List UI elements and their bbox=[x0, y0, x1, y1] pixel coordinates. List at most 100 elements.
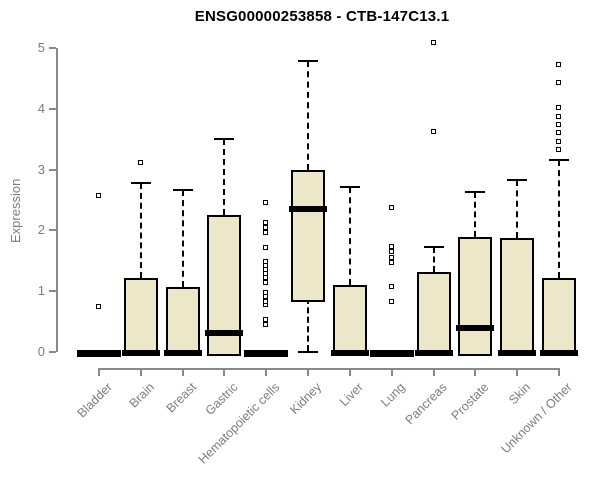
upper-whisker-6 bbox=[348, 187, 351, 286]
outlier-marker-0 bbox=[96, 304, 101, 309]
y-axis-tick-label: 2 bbox=[37, 222, 45, 238]
x-axis-tick-label-bladder: Bladder bbox=[74, 380, 115, 421]
outlier-marker-4 bbox=[263, 280, 269, 286]
upper-whisker-11 bbox=[558, 159, 561, 278]
outlier-marker-7 bbox=[388, 254, 394, 260]
outlier-marker-1 bbox=[137, 159, 143, 165]
y-axis-tick-label: 5 bbox=[37, 40, 45, 55]
outlier-marker-7 bbox=[388, 283, 394, 289]
median-line-3 bbox=[205, 329, 244, 336]
outlier-marker-4 bbox=[263, 229, 269, 235]
outlier-marker-11 bbox=[556, 80, 562, 86]
lower-whisker-cap-5 bbox=[298, 350, 319, 353]
median-line-1 bbox=[121, 350, 160, 356]
upper-whisker-cap-5 bbox=[298, 59, 319, 62]
x-axis-tick bbox=[474, 368, 477, 376]
outlier-marker-4 bbox=[263, 316, 269, 322]
upper-whisker-1 bbox=[139, 182, 142, 278]
x-axis-tick-label-lung: Lung bbox=[378, 380, 408, 410]
y-axis-tick bbox=[49, 229, 56, 232]
median-line-5 bbox=[289, 205, 328, 212]
outlier-marker-7 bbox=[388, 249, 394, 255]
outlier-marker-7 bbox=[388, 260, 394, 266]
x-axis-tick-label-kidney: Kidney bbox=[287, 380, 325, 417]
x-axis-tick-label-gastric: Gastric bbox=[202, 380, 241, 418]
x-axis-tick-label-pancreas: Pancreas bbox=[402, 380, 450, 428]
y-axis-tick bbox=[49, 47, 56, 49]
median-line-2 bbox=[163, 350, 202, 356]
y-axis-tick-label: 4 bbox=[37, 100, 45, 116]
outlier-marker-11 bbox=[556, 130, 562, 136]
x-axis-tick bbox=[390, 368, 393, 376]
outlier-marker-4 bbox=[263, 245, 269, 251]
upper-whisker-8 bbox=[432, 246, 435, 272]
outlier-marker-4 bbox=[263, 200, 269, 206]
x-axis-line bbox=[98, 368, 561, 370]
lower-whisker-5 bbox=[307, 297, 310, 351]
outlier-marker-4 bbox=[263, 275, 269, 281]
x-axis-tick bbox=[98, 368, 100, 376]
upper-whisker-cap-8 bbox=[423, 245, 444, 248]
outlier-marker-11 bbox=[556, 122, 562, 128]
box-8 bbox=[416, 271, 451, 356]
outlier-marker-4 bbox=[263, 298, 269, 304]
x-axis-tick-label-brain: Brain bbox=[126, 380, 157, 411]
x-axis-tick bbox=[348, 368, 351, 376]
y-axis-tick bbox=[49, 290, 56, 293]
upper-whisker-cap-6 bbox=[339, 186, 360, 189]
outlier-marker-4 bbox=[263, 290, 269, 296]
outlier-marker-7 bbox=[388, 243, 394, 249]
y-axis-tick-label: 0 bbox=[37, 344, 45, 359]
median-line-10 bbox=[498, 350, 537, 356]
y-axis-tick bbox=[49, 168, 56, 171]
outlier-marker-11 bbox=[556, 62, 562, 68]
upper-whisker-2 bbox=[181, 190, 184, 287]
collapsed-box-4 bbox=[244, 350, 289, 357]
outlier-marker-4 bbox=[263, 271, 269, 277]
outlier-marker-4 bbox=[263, 322, 269, 328]
box-1 bbox=[123, 277, 158, 356]
outlier-marker-0 bbox=[96, 192, 101, 198]
upper-whisker-cap-3 bbox=[214, 138, 235, 141]
outlier-marker-11 bbox=[556, 139, 562, 145]
upper-whisker-5 bbox=[307, 60, 310, 171]
x-axis-tick bbox=[223, 368, 226, 376]
upper-whisker-cap-1 bbox=[130, 181, 151, 184]
upper-whisker-3 bbox=[223, 139, 226, 216]
box-9 bbox=[458, 237, 493, 356]
outlier-marker-7 bbox=[388, 204, 394, 210]
chart-title: ENSG00000253858 - CTB-147C13.1 bbox=[194, 8, 450, 25]
x-axis-tick-label-prostate: Prostate bbox=[448, 380, 492, 423]
outlier-marker-4 bbox=[263, 259, 269, 265]
median-line-8 bbox=[414, 350, 453, 356]
upper-whisker-cap-11 bbox=[549, 158, 570, 161]
outlier-marker-4 bbox=[263, 220, 269, 226]
median-line-6 bbox=[330, 350, 369, 356]
x-axis-tick bbox=[139, 368, 142, 376]
median-line-11 bbox=[540, 350, 579, 356]
y-axis-tick bbox=[49, 107, 56, 110]
outlier-marker-11 bbox=[556, 113, 562, 119]
box-2 bbox=[165, 286, 200, 356]
y-axis-tick-label: 1 bbox=[37, 283, 45, 299]
box-11 bbox=[542, 277, 577, 356]
outlier-marker-11 bbox=[556, 147, 562, 153]
upper-whisker-cap-10 bbox=[507, 178, 528, 181]
outlier-marker-11 bbox=[556, 105, 562, 111]
outlier-marker-4 bbox=[263, 224, 269, 230]
box-10 bbox=[500, 237, 535, 356]
x-axis-tick-label-liver: Liver bbox=[336, 380, 366, 410]
collapsed-box-0 bbox=[77, 350, 121, 357]
y-axis-line bbox=[56, 48, 58, 352]
y-axis-tick bbox=[49, 351, 56, 353]
x-axis-tick bbox=[558, 368, 561, 376]
outlier-marker-4 bbox=[263, 266, 269, 272]
box-5 bbox=[291, 170, 326, 302]
upper-whisker-cap-2 bbox=[172, 189, 193, 192]
outlier-marker-8 bbox=[430, 128, 436, 134]
x-axis-tick bbox=[265, 368, 268, 376]
x-axis-tick-label-breast: Breast bbox=[163, 380, 199, 416]
x-axis-tick bbox=[307, 368, 310, 376]
upper-whisker-cap-9 bbox=[465, 191, 486, 194]
